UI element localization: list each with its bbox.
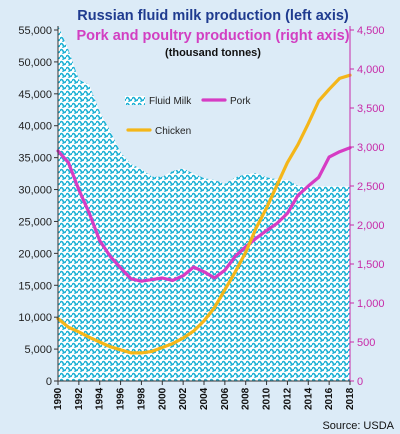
x-tick-label: 2012 bbox=[282, 387, 293, 410]
left-tick-label: 5,000 bbox=[24, 344, 52, 356]
x-tick-label: 1996 bbox=[116, 387, 127, 410]
right-tick-label: 2,500 bbox=[357, 181, 385, 193]
left-tick-label: 30,000 bbox=[18, 185, 52, 197]
x-tick-label: 2018 bbox=[345, 387, 356, 410]
left-tick-label: 20,000 bbox=[18, 248, 52, 260]
fluid-milk-area bbox=[58, 25, 350, 381]
left-tick-label: 40,000 bbox=[18, 121, 52, 133]
x-tick-label: 1992 bbox=[74, 387, 85, 410]
legend-label-pork: Pork bbox=[230, 96, 252, 107]
x-tick-label: 2006 bbox=[220, 387, 231, 410]
legend-label-chicken: Chicken bbox=[155, 126, 191, 137]
chicken-line bbox=[56, 73, 352, 355]
right-tick-label: 1,500 bbox=[357, 259, 385, 271]
left-tick-label: 55,000 bbox=[18, 25, 52, 37]
left-tick-label: 35,000 bbox=[18, 153, 52, 165]
milk-area-layer bbox=[58, 25, 350, 381]
right-tick-label: 1,000 bbox=[357, 298, 385, 310]
chart-units-note: (thousand tonnes) bbox=[165, 47, 261, 59]
source-note: Source: USDA bbox=[322, 420, 394, 432]
right-tick-label: 3,000 bbox=[357, 142, 385, 154]
lines-layer bbox=[56, 73, 352, 355]
right-tick-label: 500 bbox=[357, 337, 375, 349]
axes-layer: 0 5,000 10,000 15,000 20,000 25,000 30,000 35,0… bbox=[18, 25, 384, 410]
legend-swatch-fluid-milk bbox=[125, 96, 145, 105]
pork-line bbox=[56, 146, 352, 283]
x-tick-label: 2002 bbox=[178, 387, 189, 410]
x-tick-label: 1990 bbox=[53, 387, 64, 410]
legend: Fluid Milk Pork Chicken bbox=[125, 96, 252, 137]
left-tick-label: 45,000 bbox=[18, 89, 52, 101]
left-tick-label: 25,000 bbox=[18, 216, 52, 228]
x-tick-label: 2010 bbox=[262, 387, 273, 410]
left-tick-label: 0 bbox=[46, 376, 52, 388]
x-tick-label: 1998 bbox=[136, 387, 147, 410]
left-tick-label: 50,000 bbox=[18, 57, 52, 69]
chart-title: Russian fluid milk production (left axis… bbox=[77, 8, 349, 24]
right-tick-label: 4,000 bbox=[357, 64, 385, 76]
right-tick-label: 0 bbox=[357, 376, 363, 388]
right-tick-label: 4,500 bbox=[357, 25, 385, 37]
left-tick-label: 15,000 bbox=[18, 280, 52, 292]
x-tick-label: 2008 bbox=[241, 387, 252, 410]
x-tick-label: 1994 bbox=[95, 387, 106, 410]
right-tick-label: 3,500 bbox=[357, 103, 385, 115]
chart-subtitle: Pork and poultry production (right axis) bbox=[76, 28, 349, 44]
x-tick-label: 2000 bbox=[157, 387, 168, 410]
x-tick-label: 2004 bbox=[199, 387, 210, 410]
left-tick-label: 10,000 bbox=[18, 312, 52, 324]
x-tick-label: 2016 bbox=[324, 387, 335, 410]
right-tick-label: 2,000 bbox=[357, 220, 385, 232]
legend-label-fluid-milk: Fluid Milk bbox=[149, 96, 192, 107]
x-tick-label: 2014 bbox=[303, 387, 314, 410]
